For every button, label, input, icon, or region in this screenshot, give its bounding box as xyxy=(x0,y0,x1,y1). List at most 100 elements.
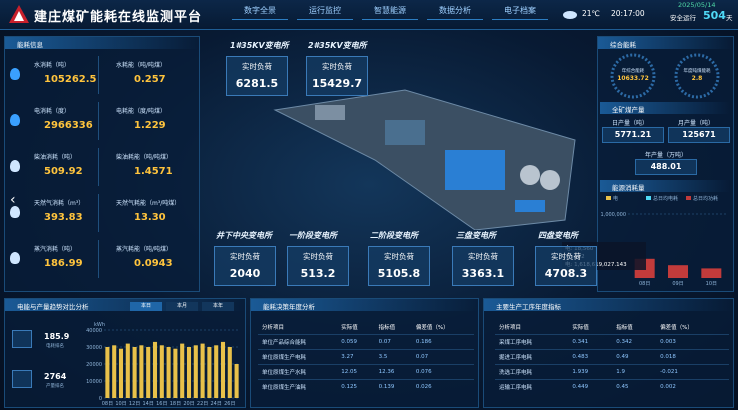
tab[interactable]: 本日 xyxy=(130,302,162,311)
item-label: 天然气消耗（m³） xyxy=(34,200,85,207)
tab[interactable]: 本年 xyxy=(202,302,234,311)
cell-label: 采煤工序电耗 xyxy=(499,340,533,346)
item-value: 509.92 xyxy=(44,166,83,177)
y-tick-label: 30000 xyxy=(86,345,102,351)
energy-chart: 电 总日均电耗 总日均功耗 1,000,000 08日 09日 10日 xyxy=(601,195,728,287)
substation-name: 三盘变电所 xyxy=(456,231,496,240)
column-header: 实际值 xyxy=(572,325,589,331)
substation-name: 二阶段变电所 xyxy=(370,231,418,240)
nav-item[interactable]: 数据分析 xyxy=(427,5,483,20)
cell-value: 3.27 xyxy=(341,354,354,360)
icon xyxy=(10,160,20,172)
legend-label: 电 xyxy=(613,195,618,202)
bar xyxy=(234,364,239,398)
bar xyxy=(105,347,110,398)
panel-title: 能耗决策年度分析 xyxy=(251,299,478,311)
logo xyxy=(9,5,29,23)
gauge-value: 10633.72 xyxy=(617,75,649,82)
output-label: 日产量（吨） xyxy=(612,120,649,127)
cell-value: 0.125 xyxy=(341,384,357,390)
cell-value: 3.5 xyxy=(378,354,388,360)
substation-name: 一阶段变电所 xyxy=(289,231,337,240)
bar xyxy=(132,347,137,398)
item-value: 105262.5 xyxy=(44,74,97,85)
output-header: 全矿煤产量 xyxy=(600,102,730,114)
nav-item[interactable]: 运行监控 xyxy=(297,5,353,20)
cell-value: 12.05 xyxy=(341,369,357,375)
prev-arrow[interactable]: ‹ xyxy=(10,192,16,208)
bar xyxy=(207,347,212,398)
tab[interactable]: 本月 xyxy=(166,302,198,311)
nav-item[interactable]: 电子档案 xyxy=(492,5,548,20)
bar xyxy=(159,345,164,398)
kpi-value: 185.9 xyxy=(44,332,70,341)
load-label: 实时负荷 xyxy=(384,252,414,261)
cell-value: 0.002 xyxy=(660,384,676,390)
load-label: 实时负荷 xyxy=(303,252,333,261)
legend-label: 总日均电耗 xyxy=(653,195,678,202)
cell-label: 掘进工序电耗 xyxy=(499,355,533,361)
rate-label: 水耗能（吨/吨煤） xyxy=(116,62,167,69)
rate-label: 天然气耗能（m³/吨煤） xyxy=(116,200,181,207)
cell-value: 1.939 xyxy=(572,369,589,375)
kpi-label: 电耗排名 xyxy=(46,344,64,349)
x-tick-label: 24日 xyxy=(211,401,222,407)
load-value: 4708.3 xyxy=(544,267,588,280)
x-tick-label: 10日 xyxy=(706,281,717,287)
nav-item[interactable]: 数字全景 xyxy=(232,5,288,20)
column-header: 指标值 xyxy=(616,325,633,331)
panel-title: 能耗信息 xyxy=(5,37,199,49)
bar xyxy=(701,268,722,278)
temperature: 21℃ xyxy=(582,9,600,18)
cell-value: 0.342 xyxy=(616,339,632,345)
substation-box: 实时负荷 5105.8 xyxy=(368,246,430,286)
panel-title: 主要生产工序年度指标 xyxy=(484,299,733,311)
cell-label: 单位原煤生产油耗 xyxy=(262,385,307,391)
item-value: 2966336 xyxy=(44,120,93,131)
rate-label: 蒸汽耗能（吨/吨煤） xyxy=(116,246,173,253)
x-tick-label: 08日 xyxy=(639,281,650,287)
column-header: 指标值 xyxy=(378,325,396,331)
rate-value: 0.0943 xyxy=(134,258,173,269)
bar xyxy=(125,343,130,398)
load-value: 15429.7 xyxy=(311,77,363,90)
panel-title: 综合能耗 xyxy=(598,37,733,49)
cell-value: 0.076 xyxy=(415,369,432,375)
energy-info-panel: 能耗信息 xyxy=(4,36,200,292)
x-tick-label: 08日 xyxy=(102,401,113,407)
item-label: 电消耗（度） xyxy=(34,108,71,115)
output-label: 月产量（吨） xyxy=(678,120,715,127)
substation-name: 井下中央变电所 xyxy=(216,231,272,240)
load-value: 2040 xyxy=(229,267,261,280)
substation-box: 实时负荷 6281.5 xyxy=(226,56,288,96)
process-panel: 主要生产工序年度指标 xyxy=(483,298,734,408)
substation-name: 四盘变电所 xyxy=(538,231,578,240)
x-tick-label: 20日 xyxy=(183,401,194,407)
weather-icon xyxy=(563,11,577,19)
annual-table: 分析项目 实际值 指标值 偏差值（%） 单位产品综合能耗 0.059 0.07 0.186 单位… xyxy=(258,320,474,394)
kpi-icon xyxy=(12,370,32,388)
column-header: 偏差值（%） xyxy=(415,325,449,331)
load-label: 实时负荷 xyxy=(242,62,272,71)
rate-label: 柴油耗能（吨/吨煤） xyxy=(116,154,173,161)
divider xyxy=(98,240,99,278)
x-tick-label: 26日 xyxy=(224,401,235,407)
bar xyxy=(173,348,178,398)
load-value: 5105.8 xyxy=(377,267,421,280)
nav-item[interactable]: 智慧能源 xyxy=(362,5,418,20)
column-header: 偏差值（%） xyxy=(660,325,693,331)
icon xyxy=(10,68,20,80)
process-table: 分析项目 实际值 指标值 偏差值（%） 采煤工序电耗 0.341 0.342 0.003 掘进工… xyxy=(495,320,729,394)
load-value: 6281.5 xyxy=(235,77,279,90)
y-tick-label: 10000 xyxy=(86,379,102,385)
divider xyxy=(98,148,99,186)
cell-value: 0.059 xyxy=(341,339,357,345)
substation-box: 实时负荷 2040 xyxy=(214,246,276,286)
x-tick-label: 14日 xyxy=(143,401,154,407)
cell-value: 0.07 xyxy=(378,339,391,345)
icon xyxy=(10,252,20,264)
item-label: 水消耗（吨） xyxy=(34,62,71,69)
trend-chart: kWh 0 10000 20000 30000 40000 08日 10日 12日 14日 16日 1… xyxy=(86,322,240,407)
cell-value: 1.9 xyxy=(616,369,625,375)
legend-swatch xyxy=(606,196,611,200)
